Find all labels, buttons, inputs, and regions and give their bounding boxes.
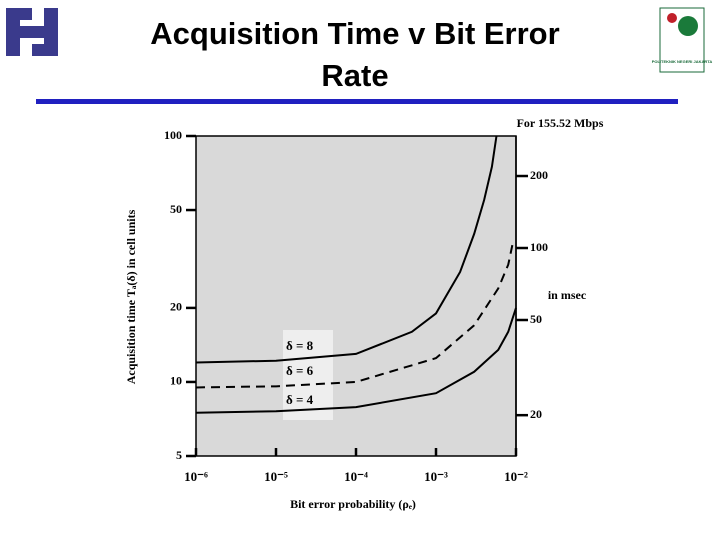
slide-title-text: Acquisition Time v Bit Error <box>150 16 559 51</box>
y2-tick-label: 100 <box>530 240 548 254</box>
y-tick-label: 50 <box>170 202 182 216</box>
logo-text: POLITEKNIK NEGERI JAKARTA <box>652 59 713 64</box>
curve-label: δ = 4 <box>286 392 314 407</box>
slide-title: Acquisition Time v Bit Error Rate <box>150 16 559 93</box>
curve <box>195 135 498 364</box>
curve-label: δ = 6 <box>286 363 314 378</box>
y2-tick-label: 20 <box>530 407 542 421</box>
curve-label: δ = 8 <box>286 338 314 353</box>
x-tick-label: 10⁻⁴ <box>344 469 368 484</box>
y-tick-label: 100 <box>164 128 182 142</box>
title-rule <box>36 99 678 104</box>
y2-tick-label: 50 <box>530 312 542 326</box>
x-axis-label: Bit error probability (ρₑ) <box>290 497 416 511</box>
slide-title-text: Rate <box>321 58 388 93</box>
y2-title: For 155.52 Mbps <box>517 116 604 130</box>
y2-tick-label: 200 <box>530 168 548 182</box>
y-tick-label: 5 <box>176 448 182 462</box>
y2-label: in msec <box>548 288 587 302</box>
curve <box>195 307 517 414</box>
y-tick-label: 10 <box>170 374 182 388</box>
plot-area <box>195 135 517 457</box>
left-logo <box>6 8 58 56</box>
label-box <box>283 330 333 420</box>
x-tick-label: 10⁻⁵ <box>264 469 288 484</box>
y-tick-label: 20 <box>170 300 182 314</box>
x-tick-label: 10⁻² <box>504 469 528 484</box>
x-tick-label: 10⁻⁶ <box>184 469 208 484</box>
curve <box>195 244 514 389</box>
right-logo: POLITEKNIK NEGERI JAKARTA <box>652 7 713 73</box>
x-tick-label: 10⁻³ <box>424 469 448 484</box>
y-axis-label: Acquisition time Tₐ(δ) in cell units <box>124 209 138 384</box>
